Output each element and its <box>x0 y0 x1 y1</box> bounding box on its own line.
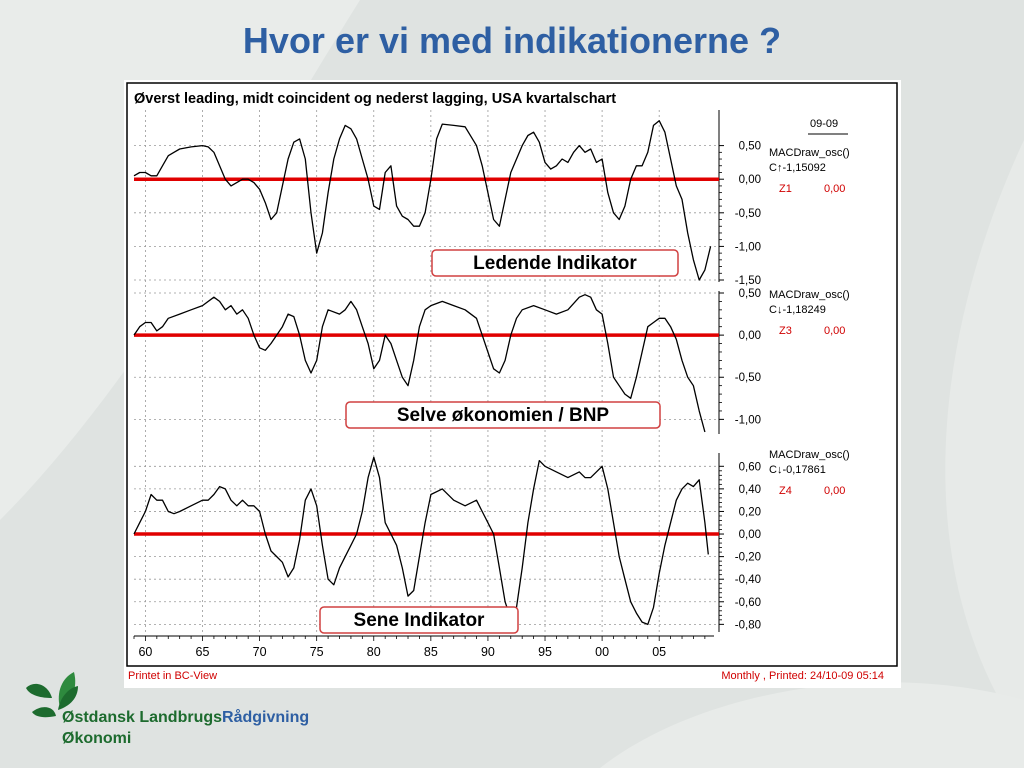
y-tick-label: -0,50 <box>735 208 761 220</box>
y-tick-label: -0,50 <box>735 372 761 384</box>
y-tick-label: -0,80 <box>735 619 761 631</box>
y-tick-label: 0,50 <box>739 141 761 153</box>
footer-right: Monthly , Printed: 24/10-09 05:14 <box>721 670 884 682</box>
z-value: 0,00 <box>824 325 845 337</box>
y-tick-label: 0,00 <box>739 174 761 186</box>
z-label: Z1 <box>779 183 792 195</box>
legend-value: C↑-1,15092 <box>769 162 826 174</box>
series-line <box>133 120 712 281</box>
x-tick-label: 90 <box>481 645 495 659</box>
x-tick-label: 00 <box>595 645 609 659</box>
y-tick-label: -0,40 <box>735 574 761 586</box>
y-tick-label: 0,60 <box>739 461 761 473</box>
x-tick-label: 75 <box>310 645 324 659</box>
panel-annotation: Sene Indikator <box>319 606 519 634</box>
y-tick-label: -1,50 <box>735 275 761 287</box>
x-tick-label: 60 <box>138 645 152 659</box>
y-tick-label: 0,00 <box>739 529 761 541</box>
legend-label: MACDraw_osc() <box>769 147 850 159</box>
annotation-box <box>345 401 661 429</box>
series-line <box>133 456 709 626</box>
y-tick-label: -1,00 <box>735 414 761 426</box>
annotation-text: Ledende Indikator <box>473 253 637 274</box>
panel-2: 0,50 0,00 -0,50 -1,00 MACDraw_osc() C↓-1,1824… <box>133 288 850 434</box>
footer-left: Printet in BC-View <box>128 670 217 682</box>
y-tick-label: 0,00 <box>739 330 761 342</box>
panel-annotation: Ledende Indikator <box>431 249 679 277</box>
z-label: Z4 <box>779 485 792 497</box>
legend-label: MACDraw_osc() <box>769 289 850 301</box>
brand-line2: Økonomi <box>62 730 132 747</box>
x-tick-label: 80 <box>367 645 381 659</box>
legend: MACDraw_osc() C↑-1,15092 Z1 0,00 <box>769 147 850 195</box>
chart-frame: Øverst leading, midt coincident og neder… <box>124 80 901 688</box>
legend-value: C↓-0,17861 <box>769 464 826 476</box>
legend-value: C↓-1,18249 <box>769 304 826 316</box>
legend: MACDraw_osc() C↓-1,18249 Z3 0,00 <box>769 289 850 337</box>
panel-3: 0,60 0,40 0,20 0,00 -0,20 -0,40 -0,60 -0,80 MACD… <box>133 449 850 634</box>
date-label: 09-09 <box>810 118 838 130</box>
annotation-text: Selve økonomien / BNP <box>397 405 610 426</box>
legend-label: MACDraw_osc() <box>769 449 850 461</box>
z-label: Z3 <box>779 325 792 337</box>
z-value: 0,00 <box>824 183 845 195</box>
legend: MACDraw_osc() C↓-0,17861 Z4 0,00 <box>769 449 850 497</box>
annotation-box <box>431 249 679 277</box>
x-tick-label: 85 <box>424 645 438 659</box>
panel-1: 0,50 0,00 -0,50 -1,00 -1,50 MACDraw_osc() C↑-1… <box>133 110 850 287</box>
y-tick-label: 0,50 <box>739 288 761 300</box>
y-tick-label: 0,40 <box>739 484 761 496</box>
y-tick-label: -1,00 <box>735 241 761 253</box>
company-logo-icon <box>26 672 78 718</box>
y-tick-label: -0,20 <box>735 552 761 564</box>
brand-text: Østdansk LandbrugsRådgivning Økonomi <box>62 707 309 749</box>
annotation-box <box>319 606 519 634</box>
indicator-chart: Øverst leading, midt coincident og neder… <box>126 82 898 682</box>
x-tick-label: 95 <box>538 645 552 659</box>
z-value: 0,00 <box>824 485 845 497</box>
brand-name-part1: Østdansk Landbrugs <box>62 709 223 726</box>
x-tick-label: 65 <box>196 645 210 659</box>
chart-title: Øverst leading, midt coincident og neder… <box>134 91 616 107</box>
panel-annotation: Selve økonomien / BNP <box>345 401 661 429</box>
x-tick-label: 05 <box>652 645 666 659</box>
series-line <box>133 294 706 433</box>
y-tick-label: 0,20 <box>739 506 761 518</box>
y-tick-label: -0,60 <box>735 597 761 609</box>
slide-title: Hvor er vi med indikationerne ? <box>242 20 782 61</box>
x-tick-label: 70 <box>253 645 267 659</box>
brand-name-part2: Rådgivning <box>222 709 310 726</box>
annotation-text: Sene Indikator <box>354 610 486 631</box>
